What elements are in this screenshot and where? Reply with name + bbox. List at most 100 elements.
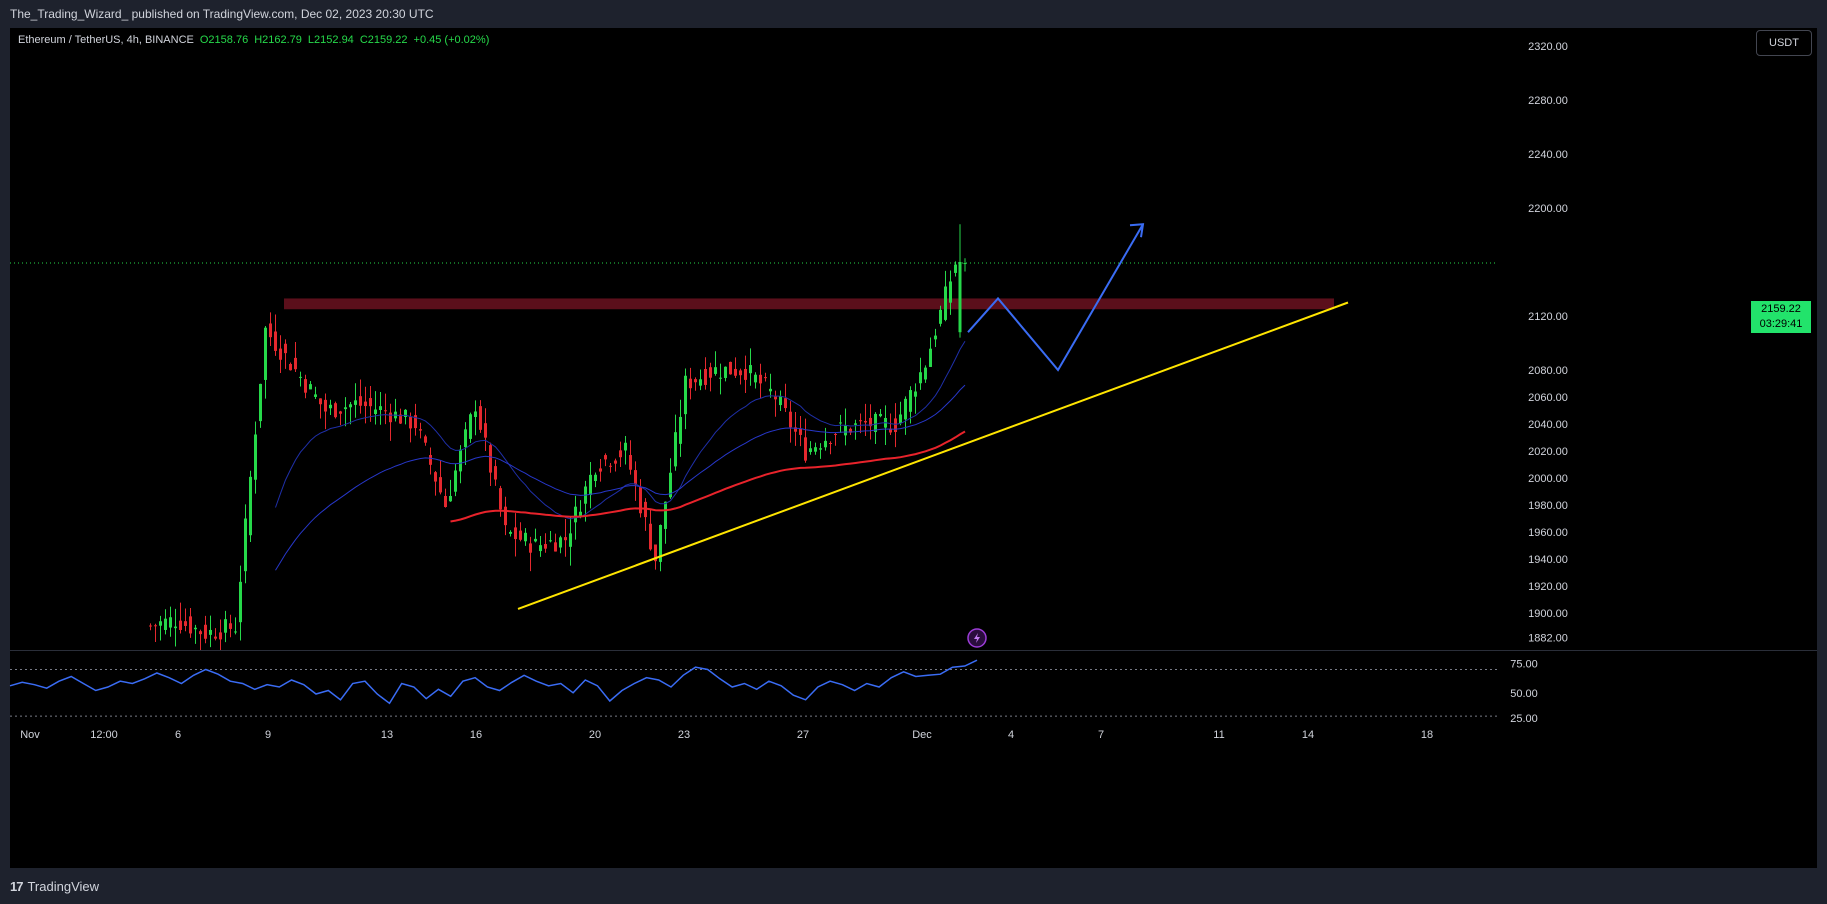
candle-body (609, 465, 612, 467)
candle (924, 365, 927, 383)
candle-body (509, 531, 512, 534)
candle (834, 432, 837, 446)
candle-body (364, 401, 367, 407)
candle (954, 261, 957, 277)
candle (309, 381, 312, 390)
candle (279, 335, 282, 373)
candle (189, 607, 192, 638)
candle-body (474, 411, 477, 417)
candle (619, 441, 622, 467)
price-tick-label: 1920.00 (1528, 581, 1568, 593)
candle (204, 615, 207, 644)
candle-body (469, 414, 472, 439)
candle-body (349, 404, 352, 408)
chart-frame[interactable] (10, 28, 1817, 868)
candle (354, 383, 357, 418)
candle (504, 496, 507, 536)
candle (909, 386, 912, 424)
price-tick-label: 1960.00 (1528, 527, 1568, 539)
candle-body (599, 468, 602, 472)
candle-body (614, 460, 617, 464)
candle-body (174, 626, 177, 629)
candle-body (344, 407, 347, 410)
candle (219, 619, 222, 650)
candle (519, 522, 522, 542)
last-price-value: 2159.22 (1761, 303, 1801, 315)
rsi-pane[interactable] (9, 659, 1500, 717)
candle (379, 391, 382, 425)
time-tick-label: 20 (589, 729, 601, 741)
candle-body (589, 474, 592, 496)
candle-body (379, 406, 382, 411)
candle (634, 461, 637, 501)
candle (944, 270, 947, 322)
candle-body (159, 621, 162, 626)
candle-body (774, 396, 777, 400)
time-tick-label: 13 (381, 729, 393, 741)
price-tick-label: 1940.00 (1528, 554, 1568, 566)
candle (674, 414, 677, 471)
candle-body (794, 427, 797, 432)
time-tick-label: 16 (470, 729, 482, 741)
candle-body (759, 374, 762, 384)
candle (489, 442, 492, 486)
candle-body (659, 525, 662, 562)
candle-body (634, 470, 637, 485)
candle-body (369, 398, 372, 407)
candle-body (279, 348, 282, 360)
candle (744, 355, 747, 394)
candle-body (524, 532, 527, 542)
candle (459, 445, 462, 484)
candle-body (244, 518, 247, 572)
candle (174, 608, 177, 647)
candle (154, 623, 157, 643)
candle-body (579, 511, 582, 518)
candle (639, 479, 642, 518)
currency-button[interactable]: USDT (1756, 30, 1812, 56)
time-tick-label: Nov (20, 729, 40, 741)
candle (284, 339, 287, 369)
candle (689, 367, 692, 400)
candle (829, 441, 832, 455)
price-tick-label: 2200.00 (1528, 203, 1568, 215)
candle (874, 412, 877, 445)
legend-open: O2158.76 (199, 34, 249, 46)
candle (434, 471, 437, 496)
candle (499, 485, 502, 517)
candle-body (559, 537, 562, 548)
candle-body (669, 472, 672, 498)
candle (289, 362, 292, 371)
candle-body (689, 378, 692, 389)
candle (319, 398, 322, 419)
legend-high: H2162.79 (254, 34, 302, 46)
candle-body (619, 450, 622, 458)
candle-body (958, 262, 962, 333)
legend-change: +0.45 (+0.02%) (413, 34, 490, 46)
candle-body (184, 621, 187, 626)
candle (704, 357, 707, 390)
price-plot (10, 223, 1495, 650)
candle (169, 606, 172, 637)
candle-body (334, 403, 337, 418)
candle-body (919, 372, 922, 384)
rsi-line (9, 659, 978, 705)
candle (694, 377, 697, 391)
candle-body (169, 617, 172, 628)
price-pane[interactable] (10, 223, 1500, 651)
candle (784, 383, 787, 413)
candle-body (504, 506, 507, 526)
tradingview-logo[interactable]: 17 TradingView (10, 879, 99, 894)
candle-body (944, 286, 947, 320)
candle-body (434, 472, 437, 482)
candle-body (734, 368, 737, 376)
candle-body (494, 466, 497, 480)
candle (929, 337, 932, 368)
candle (214, 628, 217, 641)
candle (789, 401, 792, 443)
candle (424, 434, 427, 446)
candle-body (199, 631, 202, 635)
candle (419, 422, 422, 439)
candle-body (429, 455, 432, 465)
candle (339, 410, 342, 426)
